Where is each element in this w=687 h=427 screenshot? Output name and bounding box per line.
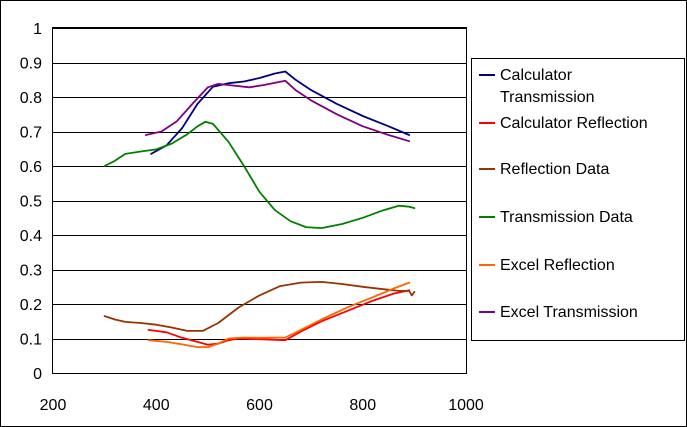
- legend-label-5: Excel Transmission: [500, 304, 638, 321]
- y-tick-label: 0.2: [20, 297, 42, 314]
- series-line-2: [103, 280, 416, 332]
- y-tick-label: 0.1: [20, 332, 42, 349]
- series-lines: [103, 70, 416, 349]
- legend-label-0: Transmission: [500, 89, 595, 106]
- y-tick-label: 0.3: [20, 263, 42, 280]
- legend-label-3: Transmission Data: [500, 209, 633, 226]
- legend-label-2: Reflection Data: [500, 161, 609, 178]
- legend-label-1: Calculator Reflection: [500, 115, 648, 132]
- y-tick-label: 0: [33, 366, 42, 383]
- gridlines: [53, 28, 466, 340]
- legend-label-4: Excel Reflection: [500, 257, 615, 274]
- x-tick-label: 200: [40, 397, 67, 414]
- series-line-5: [144, 79, 411, 143]
- x-tick-label: 800: [349, 397, 376, 414]
- x-tick-label: 600: [246, 397, 273, 414]
- legend-box: [471, 58, 685, 341]
- legend: Calculator Transmission Calculator Reflect…: [479, 67, 648, 321]
- x-tick-label: 1000: [448, 397, 484, 414]
- y-axis-tick-labels: 0 0.1 0.2 0.3 0.4 0.5 0.6 0.7 0.8 0.9 1: [20, 21, 42, 383]
- y-tick-label: 1: [33, 21, 42, 38]
- plot-area-border: [52, 27, 467, 374]
- legend-label-0: Calculator: [500, 67, 573, 84]
- x-axis-tick-labels: 200 400 600 800 1000: [40, 397, 484, 414]
- y-tick-label: 0.4: [20, 228, 42, 245]
- y-tick-label: 0.5: [20, 194, 42, 211]
- series-line-4: [147, 281, 411, 349]
- y-tick-label: 0.8: [20, 90, 42, 107]
- series-line-0: [150, 70, 411, 155]
- y-tick-label: 0.7: [20, 125, 42, 142]
- y-tick-label: 0.6: [20, 159, 42, 176]
- x-tick-label: 400: [143, 397, 170, 414]
- y-tick-label: 0.9: [20, 56, 42, 73]
- series-line-1: [147, 289, 411, 346]
- series-line-3: [103, 120, 416, 230]
